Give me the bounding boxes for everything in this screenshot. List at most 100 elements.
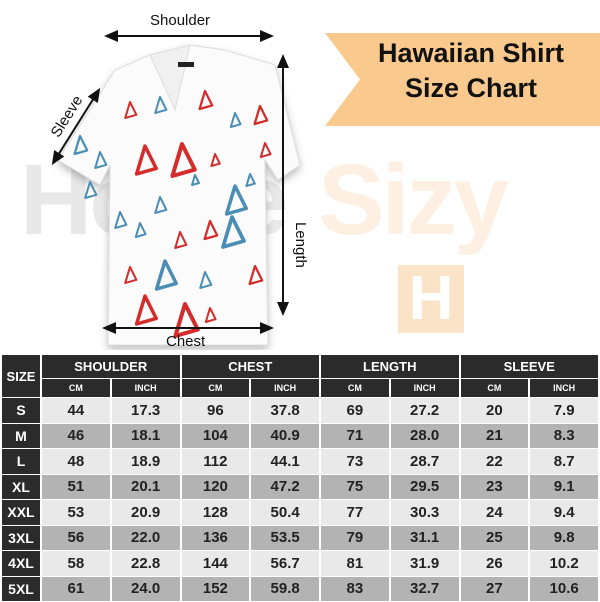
value-cell: 96 bbox=[181, 398, 250, 423]
pattern-triangle bbox=[134, 144, 158, 176]
unit-header: INCH bbox=[251, 379, 319, 397]
value-cell: 25 bbox=[460, 525, 529, 550]
shirt-collar bbox=[149, 44, 191, 112]
value-cell: 24.0 bbox=[111, 576, 180, 601]
pattern-triangle bbox=[229, 112, 242, 128]
value-cell: 31.1 bbox=[390, 525, 459, 550]
value-cell: 17.3 bbox=[111, 398, 180, 423]
value-cell: 28.7 bbox=[390, 449, 459, 474]
value-cell: 37.8 bbox=[251, 398, 319, 423]
pattern-triangle bbox=[84, 181, 98, 199]
group-header: LENGTH bbox=[321, 355, 459, 378]
value-cell: 152 bbox=[181, 576, 250, 601]
value-cell: 128 bbox=[181, 500, 250, 525]
shirt-tag bbox=[178, 62, 194, 67]
length-label: Length bbox=[292, 222, 309, 268]
value-cell: 21 bbox=[460, 423, 529, 448]
unit-header: INCH bbox=[111, 379, 180, 397]
value-cell: 20.9 bbox=[111, 500, 180, 525]
unit-header: CM bbox=[321, 379, 389, 397]
value-cell: 75 bbox=[321, 474, 389, 499]
value-cell: 53 bbox=[42, 500, 110, 525]
pattern-triangle bbox=[245, 173, 256, 187]
size-cell: M bbox=[2, 423, 40, 448]
value-cell: 47.2 bbox=[251, 474, 319, 499]
value-cell: 73 bbox=[321, 449, 389, 474]
pattern-triangle bbox=[134, 294, 158, 326]
unit-header: INCH bbox=[390, 379, 459, 397]
value-cell: 77 bbox=[321, 500, 389, 525]
shirt-illustration bbox=[51, 30, 301, 346]
value-cell: 18.1 bbox=[111, 423, 180, 448]
value-cell: 22 bbox=[460, 449, 529, 474]
value-cell: 10.6 bbox=[530, 576, 598, 601]
pattern-triangle bbox=[154, 196, 168, 214]
size-table: SIZE SHOULDER CHEST LENGTH SLEEVE CM INCH… bbox=[0, 354, 600, 602]
page-title: Hawaiian Shirt Size Chart bbox=[352, 36, 590, 106]
pattern-triangle bbox=[154, 259, 178, 291]
pattern-triangle bbox=[210, 153, 221, 167]
pattern-triangle bbox=[259, 142, 272, 158]
unit-header: CM bbox=[181, 379, 250, 397]
size-cell: S bbox=[2, 398, 40, 423]
value-cell: 40.9 bbox=[251, 423, 319, 448]
table-row: S 44 17.3 96 37.8 69 27.2 20 7.9 bbox=[2, 398, 598, 423]
value-cell: 20.1 bbox=[111, 474, 180, 499]
value-cell: 51 bbox=[42, 474, 110, 499]
value-cell: 31.9 bbox=[390, 551, 459, 576]
table-row: XL 51 20.1 120 47.2 75 29.5 23 9.1 bbox=[2, 474, 598, 499]
pattern-triangle bbox=[248, 264, 264, 286]
value-cell: 56.7 bbox=[251, 551, 319, 576]
value-cell: 112 bbox=[181, 449, 250, 474]
pattern-triangle bbox=[198, 89, 214, 111]
pattern-triangle bbox=[124, 266, 138, 284]
value-cell: 32.7 bbox=[390, 576, 459, 601]
group-header: SLEEVE bbox=[460, 355, 598, 378]
size-cell: 5XL bbox=[2, 576, 40, 601]
size-cell: XXL bbox=[2, 500, 40, 525]
table-row: L 48 18.9 112 44.1 73 28.7 22 8.7 bbox=[2, 449, 598, 474]
pattern-triangle bbox=[199, 271, 213, 289]
value-cell: 9.1 bbox=[530, 474, 598, 499]
table-row: 4XL 58 22.8 144 56.7 81 31.9 26 10.2 bbox=[2, 551, 598, 576]
value-cell: 48 bbox=[42, 449, 110, 474]
pattern-triangle bbox=[154, 96, 168, 114]
value-cell: 28.0 bbox=[390, 423, 459, 448]
pattern-triangle bbox=[170, 142, 197, 178]
unit-header: CM bbox=[460, 379, 529, 397]
value-cell: 136 bbox=[181, 525, 250, 550]
shoulder-label: Shoulder bbox=[150, 12, 211, 29]
value-cell: 53.5 bbox=[251, 525, 319, 550]
value-cell: 29.5 bbox=[390, 474, 459, 499]
title-line: Size Chart bbox=[404, 73, 538, 103]
group-header: SHOULDER bbox=[42, 355, 180, 378]
value-cell: 24 bbox=[460, 500, 529, 525]
value-cell: 8.7 bbox=[530, 449, 598, 474]
logo-h: H bbox=[398, 265, 464, 333]
size-cell: XL bbox=[2, 474, 40, 499]
value-cell: 56 bbox=[42, 525, 110, 550]
size-cell: 3XL bbox=[2, 525, 40, 550]
chest-label: Chest bbox=[166, 333, 206, 350]
value-cell: 61 bbox=[42, 576, 110, 601]
table-row: 5XL 61 24.0 152 59.8 83 32.7 27 10.6 bbox=[2, 576, 598, 601]
value-cell: 8.3 bbox=[530, 423, 598, 448]
pattern-triangle bbox=[203, 219, 219, 241]
value-cell: 79 bbox=[321, 525, 389, 550]
value-cell: 120 bbox=[181, 474, 250, 499]
value-cell: 71 bbox=[321, 423, 389, 448]
unit-header: CM bbox=[42, 379, 110, 397]
pattern-triangle bbox=[253, 104, 269, 126]
size-header: SIZE bbox=[2, 355, 40, 397]
value-cell: 27 bbox=[460, 576, 529, 601]
group-header: CHEST bbox=[181, 355, 319, 378]
value-cell: 26 bbox=[460, 551, 529, 576]
value-cell: 50.4 bbox=[251, 500, 319, 525]
pattern-triangle bbox=[174, 231, 188, 249]
pattern-triangle bbox=[114, 211, 128, 229]
watermark-text: Sizy bbox=[318, 144, 509, 256]
value-cell: 144 bbox=[181, 551, 250, 576]
pattern-triangle bbox=[204, 307, 217, 323]
value-cell: 18.9 bbox=[111, 449, 180, 474]
table-row: XXL 53 20.9 128 50.4 77 30.3 24 9.4 bbox=[2, 500, 598, 525]
